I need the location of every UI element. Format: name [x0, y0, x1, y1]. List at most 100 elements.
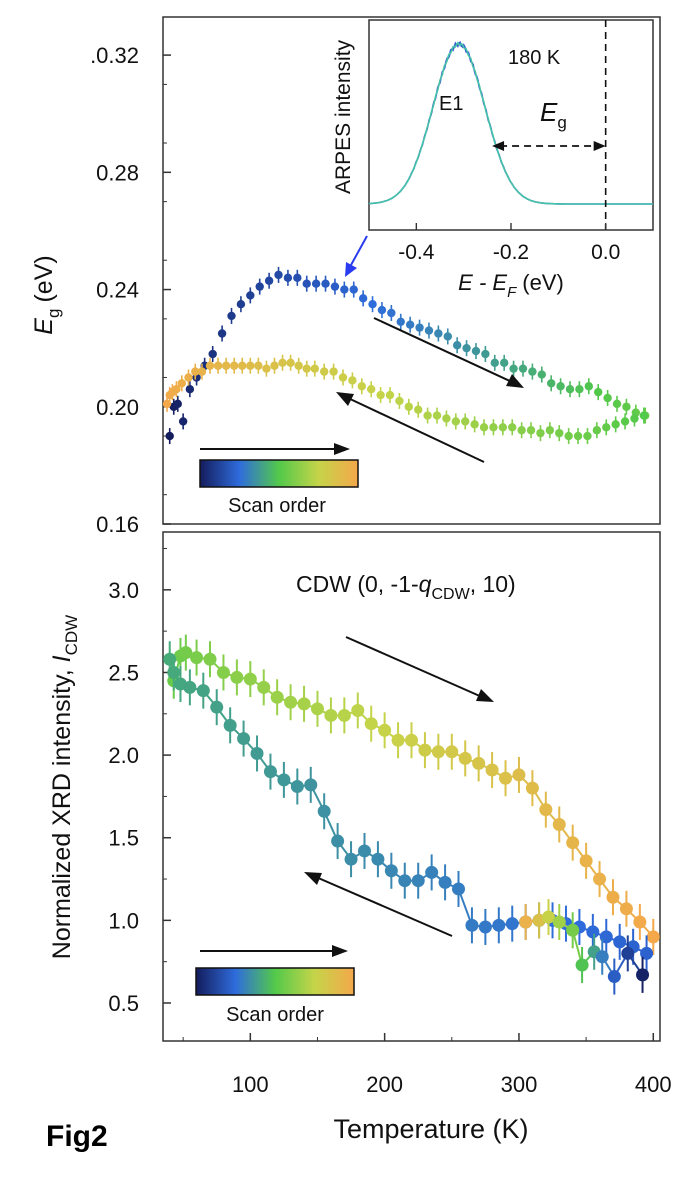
xrd-data-point — [621, 946, 635, 960]
eg-data-point — [528, 367, 537, 376]
xrd-data-point — [472, 756, 486, 770]
xrd-data-point — [519, 915, 533, 929]
scan-direction-arrow — [200, 443, 350, 455]
eg-data-point — [630, 414, 639, 423]
eg-data-point — [612, 399, 622, 409]
xrd-data-point — [633, 915, 647, 929]
eg-data-point — [340, 285, 349, 294]
eg-data-point — [490, 358, 499, 368]
xrd-data-point — [183, 680, 197, 694]
xrd-panel: 0.5 1.0 1.5 2.0 2.5 3.0 100 200 300 400 Normaliz… — [48, 531, 672, 1144]
eg-data-point — [404, 402, 414, 411]
xrd-heating-arrow — [345, 636, 494, 702]
xrd-data-point — [607, 970, 621, 984]
eg-data-point — [205, 361, 215, 370]
eg-data-point — [564, 431, 573, 441]
eg-y-tick-label: 0.24 — [96, 278, 139, 303]
eg-data-point — [461, 417, 470, 426]
figure-label: Fig2 — [46, 1120, 108, 1153]
xrd-data-point — [575, 958, 589, 972]
xrd-data-point — [190, 651, 204, 665]
xrd-data-point — [619, 902, 633, 916]
xrd-data-point — [593, 872, 607, 886]
eg-data-point — [498, 423, 508, 432]
eg-data-point — [509, 364, 518, 373]
xrd-data-point — [364, 717, 378, 731]
xrd-x-axis-label: Temperature (K) — [333, 1114, 528, 1144]
eg-data-point — [278, 358, 287, 368]
xrd-data-point — [485, 763, 499, 777]
xrd-data-point — [431, 745, 445, 759]
eg-data-point — [385, 390, 395, 400]
xrd-y-tick-label: 3.0 — [108, 578, 139, 603]
xrd-data-point — [378, 723, 392, 737]
eg-data-point — [236, 300, 246, 309]
xrd-data-point — [445, 745, 459, 759]
xrd-data-point — [179, 646, 193, 660]
xrd-plot-frame — [162, 531, 661, 1042]
xrd-y-tick-label: 1.5 — [108, 826, 139, 851]
xrd-data-point — [539, 803, 553, 817]
xrd-data-point — [263, 765, 277, 779]
xrd-data-point — [230, 670, 244, 684]
eg-data-point — [246, 291, 255, 300]
xrd-data-point — [304, 778, 318, 792]
gap-label: Eg — [540, 97, 567, 132]
xrd-data-point — [371, 852, 385, 866]
xrd-data-point — [210, 700, 224, 714]
eg-data-point — [367, 384, 376, 394]
xrd-data-point — [297, 697, 311, 711]
xrd-data-point — [250, 746, 264, 760]
xrd-data-point — [478, 920, 492, 934]
xrd-data-point — [357, 844, 371, 858]
eg-data-point — [213, 361, 223, 370]
eg-series — [162, 266, 650, 445]
scan-order-label: Scan order — [228, 495, 326, 517]
eg-data-point — [575, 384, 584, 394]
eg-data-point — [349, 285, 358, 294]
xrd-data-point — [237, 732, 251, 746]
eg-data-point — [517, 426, 526, 435]
xrd-data-point — [196, 684, 210, 698]
eg-data-point — [499, 358, 509, 368]
eg-data-point — [321, 279, 330, 288]
eg-data-point — [197, 367, 207, 376]
eg-data-point — [462, 343, 471, 353]
heating-arrow — [373, 317, 524, 388]
xrd-data-point — [452, 882, 466, 896]
xrd-data-point — [411, 874, 425, 888]
xrd-cooling-arrow — [304, 872, 453, 937]
eg-data-point — [262, 364, 271, 373]
xrd-data-point — [398, 874, 412, 888]
eg-data-point — [348, 376, 357, 385]
eg-data-point — [294, 361, 303, 370]
eg-data-point — [622, 402, 631, 411]
eg-data-point — [405, 320, 415, 329]
eg-data-point — [602, 423, 611, 432]
eg-data-point — [555, 428, 564, 438]
eg-data-point — [592, 426, 602, 435]
eg-data-point — [584, 382, 594, 391]
inset-x-tick-label: -0.4 — [398, 241, 435, 264]
eg-y-axis-label: Eg(eV) — [30, 255, 63, 334]
gap-arrow-head-left — [492, 141, 505, 151]
xrd-data-point — [465, 918, 479, 932]
eg-data-point — [387, 308, 396, 318]
eg-data-point — [165, 431, 174, 441]
xrd-data-point — [525, 781, 539, 795]
eg-data-point — [330, 282, 340, 291]
eg-data-point — [470, 420, 479, 429]
eg-data-point — [434, 329, 443, 338]
eg-data-point — [338, 373, 348, 382]
inset-pointer-arrow — [345, 235, 368, 277]
eg-data-point — [329, 367, 338, 376]
xrd-x-tick-label: 100 — [232, 1072, 269, 1097]
eg-data-point — [442, 414, 451, 423]
eg-data-point — [368, 300, 377, 309]
eg-data-point — [545, 426, 555, 435]
xrd-x-ticks: 100 200 300 400 — [182, 1033, 672, 1097]
xrd-data-point — [405, 733, 418, 747]
eg-data-point — [443, 332, 452, 341]
eg-data-point — [565, 384, 575, 394]
